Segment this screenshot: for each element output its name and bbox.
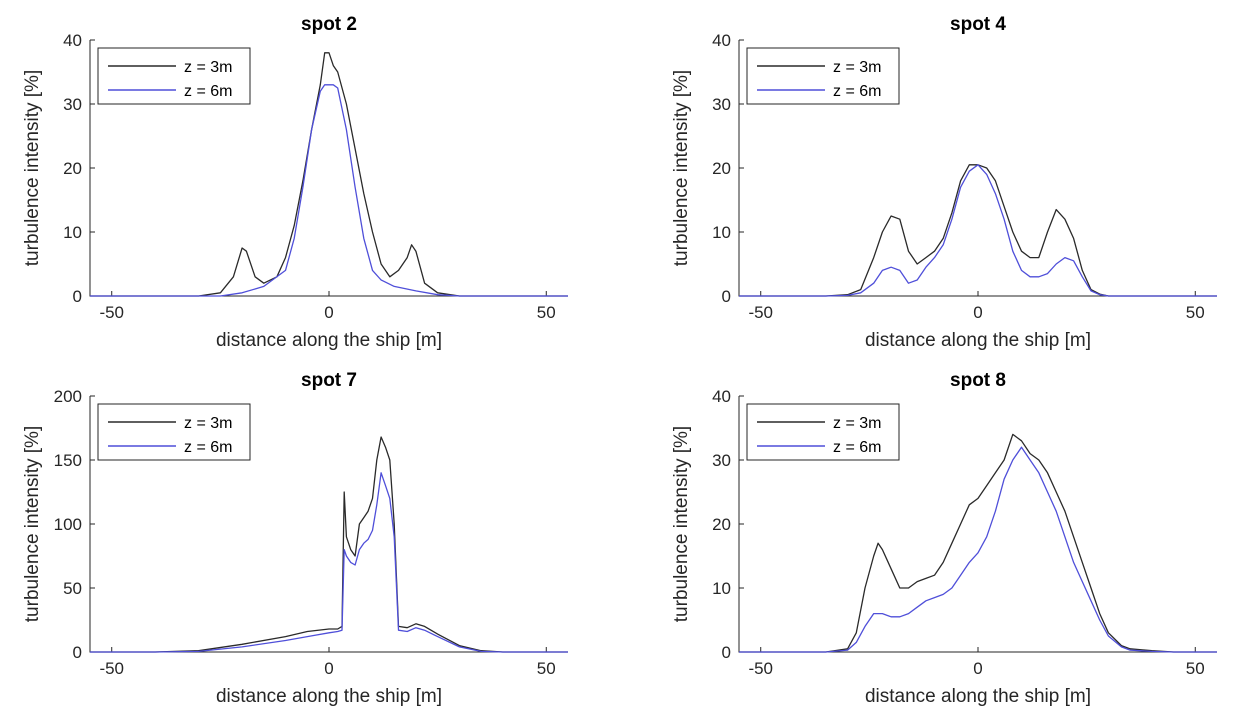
series-line-z6 <box>739 164 1217 297</box>
x-tick-label: 0 <box>324 303 333 322</box>
legend-label: z = 3m <box>833 415 881 432</box>
series-line-z6 <box>90 84 568 297</box>
chart-title: spot 2 <box>301 14 357 35</box>
legend-box <box>97 47 251 105</box>
y-tick-label: 200 <box>54 387 82 406</box>
chart-panel-2: -50 0 50 0 10 20 30 40 spot 4 distance along the … <box>671 14 1217 351</box>
y-tick-label: 10 <box>712 579 731 598</box>
y-tick-label: 30 <box>712 95 731 114</box>
y-axis-label: turbulence intensity [%] <box>22 70 43 266</box>
y-tick-label: 10 <box>712 223 731 242</box>
y-axis-label: turbulence intensity [%] <box>671 70 692 266</box>
chart-panel-4: -50 0 50 0 10 20 30 40 spot 8 distance along the … <box>671 370 1217 707</box>
x-tick-label: -50 <box>99 303 124 322</box>
legend-label: z = 3m <box>184 59 232 76</box>
chart-panel-1: -50 0 50 0 10 20 30 40 spot 2 distance along the … <box>22 14 568 351</box>
y-axis-label: turbulence intensity [%] <box>22 426 43 622</box>
y-tick-label: 20 <box>712 159 731 178</box>
legend-label: z = 3m <box>184 415 232 432</box>
chart-title: spot 8 <box>950 370 1006 391</box>
y-tick-label: 50 <box>63 579 82 598</box>
y-tick-label: 0 <box>722 287 731 306</box>
series-line-z3 <box>90 436 568 653</box>
y-tick-label: 0 <box>73 643 82 662</box>
chart-panel-3: -50 0 50 0 50 100 150 200 spot 7 distance along t… <box>22 370 568 707</box>
x-tick-label: 0 <box>973 303 982 322</box>
x-tick-label: 0 <box>324 659 333 678</box>
series-line-z3 <box>90 52 568 297</box>
y-tick-label: 0 <box>73 287 82 306</box>
y-axis-label: turbulence intensity [%] <box>671 426 692 622</box>
x-tick-label: 50 <box>537 659 556 678</box>
x-axis-label: distance along the ship [m] <box>865 330 1091 351</box>
y-tick-label: 150 <box>54 451 82 470</box>
legend-label: z = 6m <box>184 439 232 456</box>
y-tick-label: 30 <box>712 451 731 470</box>
x-tick-label: -50 <box>748 659 773 678</box>
legend-label: z = 6m <box>184 83 232 100</box>
chart-title: spot 7 <box>301 370 357 391</box>
x-tick-label: 50 <box>537 303 556 322</box>
legend-box <box>746 47 900 105</box>
x-axis-label: distance along the ship [m] <box>216 330 442 351</box>
legend-label: z = 6m <box>833 439 881 456</box>
y-tick-label: 40 <box>712 31 731 50</box>
x-tick-label: -50 <box>748 303 773 322</box>
x-axis-label: distance along the ship [m] <box>216 686 442 707</box>
y-tick-label: 20 <box>63 159 82 178</box>
x-tick-label: 50 <box>1186 659 1205 678</box>
y-tick-label: 40 <box>63 31 82 50</box>
x-tick-label: -50 <box>99 659 124 678</box>
x-axis-label: distance along the ship [m] <box>865 686 1091 707</box>
legend-box <box>746 403 900 461</box>
series-line-z6 <box>90 472 568 653</box>
y-tick-label: 20 <box>712 515 731 534</box>
legend-label: z = 3m <box>833 59 881 76</box>
y-tick-label: 40 <box>712 387 731 406</box>
y-tick-label: 0 <box>722 643 731 662</box>
legend-box <box>97 403 251 461</box>
y-tick-label: 30 <box>63 95 82 114</box>
series-line-z6 <box>739 446 1217 653</box>
chart-title: spot 4 <box>950 14 1006 35</box>
series-line-z3 <box>739 433 1217 653</box>
series-line-z3 <box>739 164 1217 297</box>
y-tick-label: 10 <box>63 223 82 242</box>
legend-label: z = 6m <box>833 83 881 100</box>
x-tick-label: 50 <box>1186 303 1205 322</box>
x-tick-label: 0 <box>973 659 982 678</box>
y-tick-label: 100 <box>54 515 82 534</box>
